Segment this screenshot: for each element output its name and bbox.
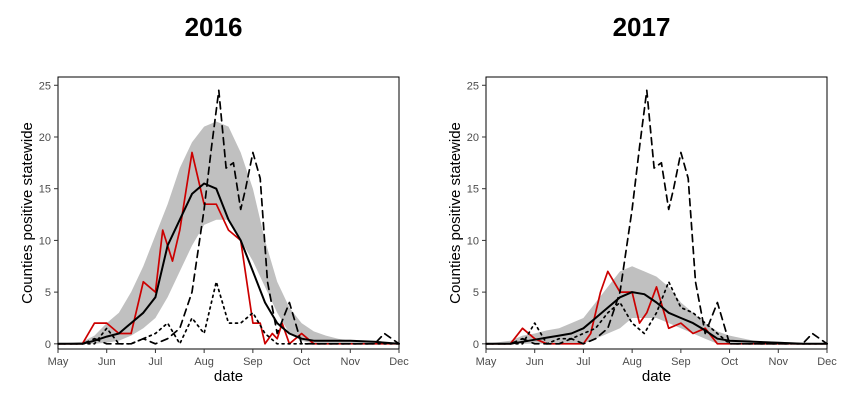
x-tick-label: Sep: [243, 356, 263, 368]
chart-title: 2017: [612, 12, 671, 42]
x-tick-label: Jul: [576, 356, 590, 368]
chart-title: 2016: [184, 12, 243, 42]
x-tick-label: Nov: [769, 356, 789, 368]
x-tick-label: May: [476, 356, 497, 368]
series-line-2: [485, 291, 828, 345]
y-tick-label: 10: [467, 235, 479, 247]
x-axis-title: date: [642, 368, 671, 385]
y-tick-label: 25: [467, 80, 479, 92]
y-tick-label: 5: [45, 287, 51, 299]
x-tick-label: Oct: [721, 356, 738, 368]
x-tick-label: Jun: [98, 356, 116, 368]
x-tick-label: Jul: [148, 356, 162, 368]
y-tick-label: 20: [467, 132, 479, 144]
x-tick-label: Dec: [389, 356, 409, 368]
x-tick-label: Dec: [817, 356, 837, 368]
confidence-band: [58, 121, 399, 344]
x-tick-label: Jun: [526, 356, 544, 368]
series-line-4: [57, 280, 400, 345]
series-line-4: [485, 280, 828, 345]
y-axis-title: Counties positive statewide: [447, 122, 464, 304]
x-axis-title: date: [214, 368, 243, 385]
x-tick-label: Nov: [341, 356, 361, 368]
line-chart-2017: 0 5 10 15 20 25 May Jun Jul Aug Sep Oct Nov Dec date Co…: [447, 76, 837, 385]
y-axis-title: Counties positive statewide: [19, 122, 36, 304]
y-tick-label: 15: [39, 184, 51, 196]
chart-panel-2016: 2016 0 5 10 15 20 25 May Jun Jul Aug Sep Oct Nov Dec d…: [0, 0, 427, 401]
series-line-2: [57, 182, 400, 345]
x-tick-label: Aug: [622, 356, 642, 368]
y-tick-label: 25: [39, 80, 51, 92]
x-tick-label: Sep: [671, 356, 691, 368]
x-tick-label: Oct: [293, 356, 310, 368]
chart-panel-2017: 2017 0 5 10 15 20 25 May Jun Jul Aug Sep Oct Nov Dec d…: [428, 0, 855, 401]
series-line-3: [57, 89, 400, 345]
y-tick-label: 15: [467, 184, 479, 196]
y-tick-label: 0: [473, 339, 479, 351]
confidence-band: [486, 266, 827, 344]
x-tick-label: Aug: [194, 356, 214, 368]
y-tick-label: 0: [45, 339, 51, 351]
y-tick-label: 10: [39, 235, 51, 247]
x-tick-label: May: [48, 356, 69, 368]
line-chart-2016: 0 5 10 15 20 25 May Jun Jul Aug Sep Oct Nov Dec date Co…: [19, 76, 409, 385]
plot-frame: [57, 76, 400, 350]
y-tick-label: 20: [39, 132, 51, 144]
y-tick-label: 5: [473, 287, 479, 299]
plot-frame: [485, 76, 828, 350]
